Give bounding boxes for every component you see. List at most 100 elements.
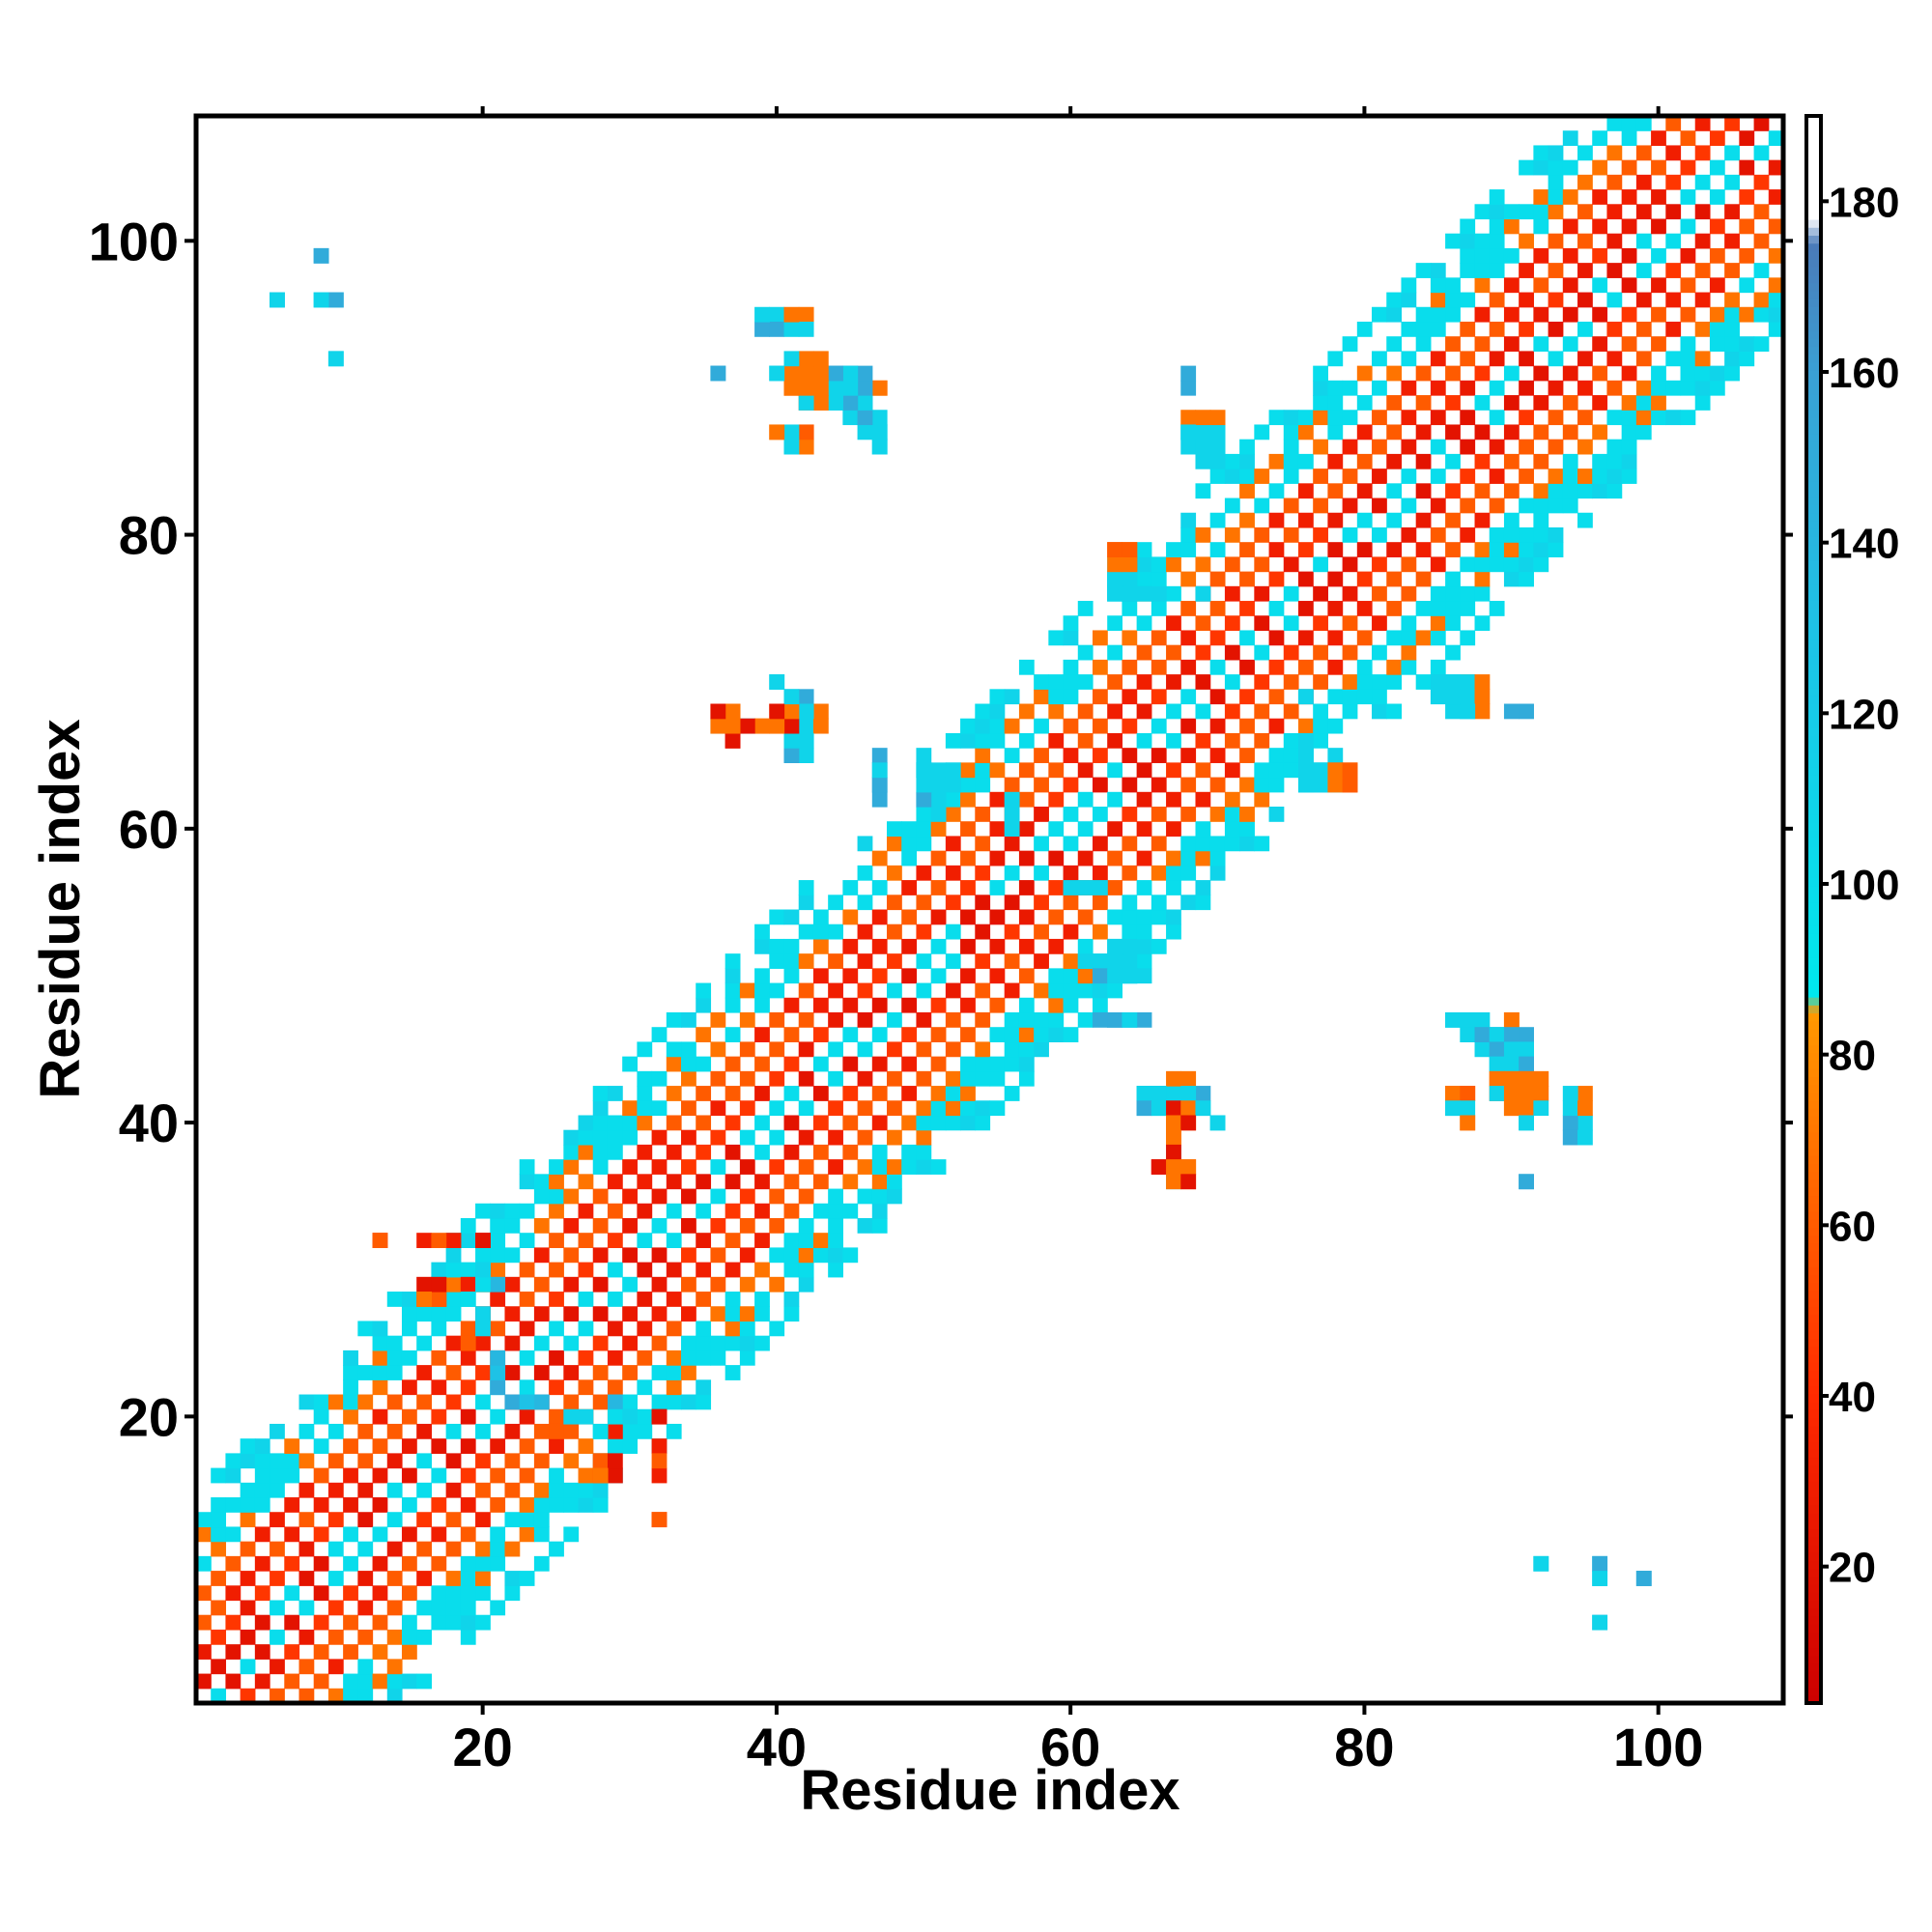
- heatmap-cell: [504, 1217, 521, 1234]
- heatmap-cell: [578, 1129, 594, 1146]
- heatmap-cell: [1401, 585, 1417, 602]
- heatmap-cell: [1460, 630, 1476, 646]
- heatmap-cell: [1372, 526, 1387, 543]
- heatmap-cell: [1386, 674, 1403, 690]
- heatmap-cell: [1519, 292, 1534, 308]
- heatmap-cell: [989, 703, 1006, 720]
- heatmap-cell: [1372, 439, 1387, 455]
- heatmap-cell: [1445, 306, 1461, 323]
- heatmap-cell: [1606, 483, 1623, 499]
- heatmap-cell: [533, 1306, 550, 1322]
- heatmap-cell: [1415, 336, 1432, 352]
- heatmap-cell: [681, 1335, 696, 1351]
- heatmap-cell: [1651, 395, 1666, 411]
- heatmap-cell: [1460, 497, 1476, 514]
- heatmap-cell: [871, 880, 888, 895]
- heatmap-cell: [681, 1056, 696, 1072]
- heatmap-cell: [916, 821, 932, 838]
- heatmap-cell: [386, 1541, 403, 1557]
- heatmap-cell: [637, 1203, 653, 1219]
- heatmap-cell: [1180, 1159, 1197, 1175]
- heatmap-cell: [225, 1497, 242, 1513]
- heatmap-cell: [1415, 321, 1432, 337]
- colorbar-segment: [1808, 417, 1819, 427]
- colorbar-segment: [1808, 1099, 1819, 1109]
- heatmap-cell: [1635, 1571, 1652, 1586]
- heatmap-cell: [445, 1276, 462, 1293]
- heatmap-cell: [696, 1203, 712, 1219]
- heatmap-cell: [901, 1027, 918, 1043]
- heatmap-cell: [798, 982, 814, 999]
- heatmap-cell: [1415, 674, 1432, 690]
- heatmap-cell: [754, 1086, 770, 1101]
- heatmap-cell: [1489, 1056, 1505, 1072]
- heatmap-cell: [1254, 556, 1270, 573]
- heatmap-cell: [1430, 659, 1446, 675]
- heatmap-cell: [211, 1629, 227, 1645]
- heatmap-cell: [975, 703, 991, 720]
- heatmap-cell: [1606, 351, 1623, 367]
- heatmap-cell: [1606, 321, 1623, 337]
- heatmap-cell: [563, 1482, 580, 1498]
- heatmap-cell: [710, 1159, 726, 1175]
- heatmap-cell: [1503, 395, 1520, 411]
- heatmap-cell: [460, 1526, 476, 1543]
- heatmap-cell: [769, 1070, 785, 1087]
- heatmap-cell: [270, 1600, 285, 1616]
- heatmap-cell: [1519, 497, 1534, 514]
- heatmap-cell: [592, 1247, 609, 1264]
- heatmap-cell: [724, 1203, 741, 1219]
- heatmap-cell: [783, 997, 800, 1013]
- heatmap-cell: [1195, 483, 1211, 499]
- heatmap-cell: [1048, 997, 1065, 1013]
- heatmap-cell: [828, 1100, 843, 1117]
- heatmap-cell: [1107, 674, 1123, 690]
- heatmap-cell: [812, 938, 829, 954]
- heatmap-cell: [1445, 1011, 1461, 1028]
- heatmap-cell: [1548, 483, 1564, 499]
- heatmap-cell: [1562, 130, 1578, 147]
- colorbar-segment: [1808, 909, 1819, 919]
- heatmap-cell: [475, 1233, 491, 1248]
- heatmap-cell: [1327, 718, 1344, 734]
- heatmap-cell: [1753, 174, 1770, 190]
- heatmap-cell: [783, 968, 800, 984]
- heatmap-cell: [916, 807, 932, 822]
- heatmap-cell: [1430, 469, 1446, 484]
- heatmap-cell: [724, 1086, 741, 1101]
- heatmap-cell: [1180, 1086, 1197, 1101]
- heatmap-cell: [798, 748, 814, 763]
- heatmap-cell: [975, 982, 991, 999]
- heatmap-cell: [1621, 336, 1637, 352]
- heatmap-cell: [828, 395, 843, 411]
- heatmap-cell: [1092, 748, 1108, 763]
- heatmap-cell: [1107, 938, 1123, 954]
- heatmap-cell: [1122, 923, 1138, 940]
- heatmap-cell: [1592, 424, 1608, 440]
- heatmap-cell: [1386, 365, 1403, 382]
- heatmap-cell: [783, 1174, 800, 1190]
- heatmap-cell: [1621, 439, 1637, 455]
- heatmap-cell: [1283, 424, 1299, 440]
- heatmap-cell: [651, 1100, 668, 1117]
- heatmap-cell: [1533, 497, 1549, 514]
- heatmap-cell: [769, 938, 785, 954]
- colorbar-segment: [1808, 647, 1819, 657]
- heatmap-cell: [901, 1056, 918, 1072]
- colorbar-segment: [1808, 583, 1819, 593]
- heatmap-cell: [240, 1482, 256, 1498]
- heatmap-cell: [901, 997, 918, 1013]
- heatmap-cell: [504, 1571, 521, 1586]
- heatmap-cell: [1665, 292, 1682, 308]
- heatmap-cell: [842, 1086, 859, 1101]
- heatmap-cell: [1268, 571, 1285, 587]
- heatmap-cell: [1327, 395, 1344, 411]
- heatmap-cell: [769, 703, 785, 720]
- heatmap-cell: [1694, 365, 1711, 382]
- heatmap-cell: [490, 1526, 506, 1543]
- heatmap-cell: [343, 1408, 358, 1425]
- heatmap-cell: [651, 1453, 668, 1469]
- heatmap-cell: [357, 1512, 374, 1528]
- heatmap-cell: [916, 1129, 932, 1146]
- heatmap-cell: [607, 1453, 623, 1469]
